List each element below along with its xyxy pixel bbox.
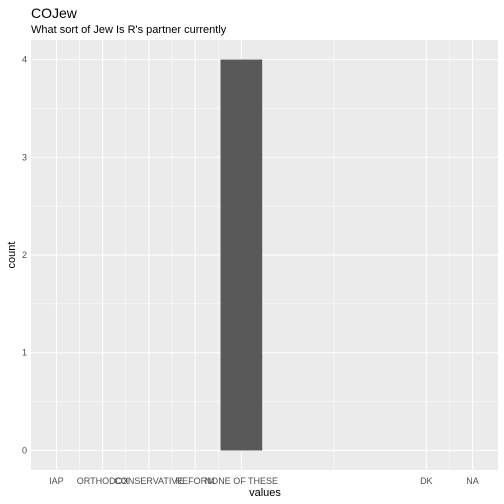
y-tick-label: 1 bbox=[22, 348, 27, 358]
x-tick-label: NA bbox=[466, 476, 479, 486]
x-tick-label: ORTHODOX bbox=[77, 476, 129, 486]
bar bbox=[220, 59, 263, 451]
x-tick-label: REFORM bbox=[176, 476, 215, 486]
x-tick-label: CONSERVATIVE bbox=[114, 476, 183, 486]
y-tick-label: 4 bbox=[22, 55, 27, 65]
x-tick-label: DK bbox=[420, 476, 433, 486]
y-tick-label: 3 bbox=[22, 152, 27, 162]
chart-title: COJew bbox=[31, 5, 78, 21]
bars bbox=[220, 59, 263, 451]
x-axis-title: values bbox=[249, 487, 281, 499]
y-tick-label: 2 bbox=[22, 250, 27, 260]
y-tick-label: 0 bbox=[22, 445, 27, 455]
x-tick-label: NONE OF THESE bbox=[205, 476, 278, 486]
x-tick-label: IAP bbox=[49, 476, 64, 486]
chart-subtitle: What sort of Jew Is R's partner currentl… bbox=[31, 24, 227, 36]
y-axis-title: count bbox=[6, 242, 18, 269]
